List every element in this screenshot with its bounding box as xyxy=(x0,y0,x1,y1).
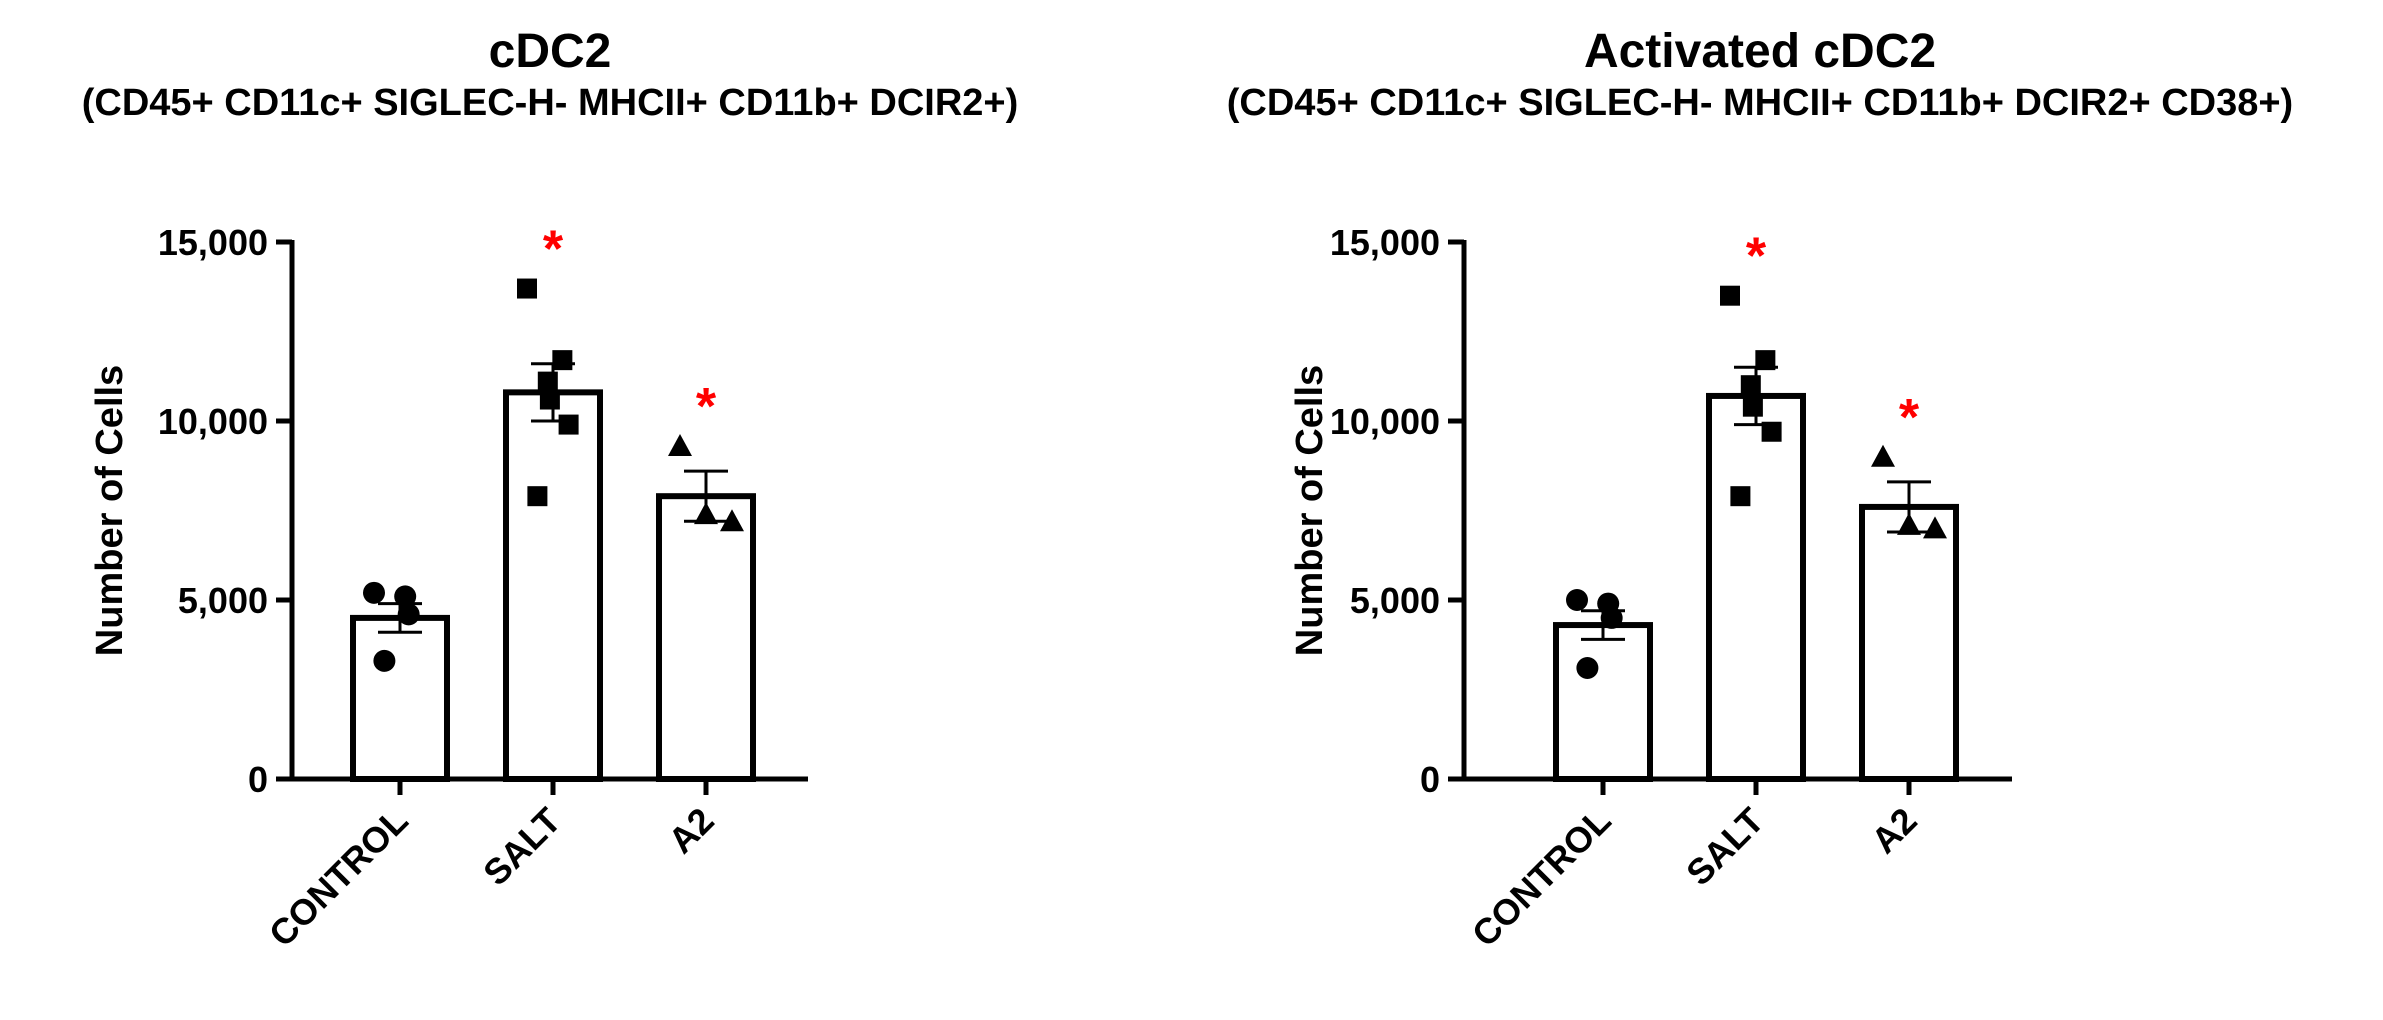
data-point-circle xyxy=(373,649,396,672)
significance-star: * xyxy=(1746,228,1767,286)
data-point-circle xyxy=(1566,589,1588,611)
data-point-circle xyxy=(363,581,385,604)
bar-chart-cdc2: 0 5,000 10,000 15,000 Number of Cells CONTROL… xyxy=(89,221,808,955)
data-point-square xyxy=(1740,375,1761,396)
x-tick-label: SALT xyxy=(475,800,569,894)
bar-control xyxy=(1553,622,1653,782)
x-tick-label: CONTROL xyxy=(1464,800,1619,955)
data-point-square xyxy=(1755,350,1776,371)
data-point-triangle xyxy=(720,509,744,532)
chart-panel-cdc2: cDC2 (CD45+ CD11c+ SIGLEC-H- MHCII+ CD11… xyxy=(0,0,1140,1020)
chart-subtitle: (CD45+ CD11c+ SIGLEC-H- MHCII+ CD11b+ DC… xyxy=(81,82,1019,124)
bar-chart-activated-cdc2: 0 5,000 10,000 15,000 Number of Cells CONTROL… xyxy=(1289,222,2012,955)
data-point-triangle xyxy=(1923,516,1947,539)
data-point-square xyxy=(1720,285,1740,306)
data-point-circle xyxy=(394,585,417,608)
data-point-square xyxy=(517,278,537,299)
significance-star: * xyxy=(696,378,717,436)
data-point-square xyxy=(539,389,560,410)
y-axis-label: Number of Cells xyxy=(89,365,131,656)
significance-star: * xyxy=(543,221,564,279)
y-tick-label: 15,000 xyxy=(1330,222,1440,263)
significance-star: * xyxy=(1899,389,1920,447)
data-point-triangle xyxy=(694,502,718,525)
chart-title: cDC2 xyxy=(488,25,612,78)
chart-panel-activated-cdc2: Activated cDC2 (CD45+ CD11c+ SIGLEC-H- M… xyxy=(1140,0,2383,1020)
data-point-square xyxy=(552,350,573,371)
data-point-triangle xyxy=(1871,444,1895,467)
data-point-triangle xyxy=(1897,512,1921,535)
y-tick-label: 0 xyxy=(1420,759,1440,800)
y-tick-label: 0 xyxy=(248,759,268,800)
data-point-square xyxy=(527,486,548,507)
x-tick-label: A2 xyxy=(1863,800,1925,862)
chart-subtitle: (CD45+ CD11c+ SIGLEC-H- MHCII+ CD11b+ DC… xyxy=(1226,82,2294,124)
y-axis-label: Number of Cells xyxy=(1289,365,1331,656)
x-tick-label: CONTROL xyxy=(261,800,416,955)
data-point-square xyxy=(1761,421,1782,442)
data-point-square xyxy=(1730,486,1751,507)
data-point-circle xyxy=(1600,606,1623,629)
bar-salt xyxy=(1706,392,1806,782)
data-point-square xyxy=(537,371,558,392)
bar-a2 xyxy=(1859,503,1959,782)
data-point-square xyxy=(1742,396,1763,417)
bar-a2 xyxy=(656,493,756,782)
data-point-circle xyxy=(397,603,420,626)
bar-salt xyxy=(503,389,603,782)
chart-title: Activated cDC2 xyxy=(1583,25,1937,78)
y-tick-label: 5,000 xyxy=(178,580,268,621)
y-tick-label: 5,000 xyxy=(1350,580,1440,621)
y-tick-label: 15,000 xyxy=(158,222,268,263)
x-tick-label: SALT xyxy=(1678,800,1772,894)
data-point-circle xyxy=(1576,657,1599,680)
y-tick-label: 10,000 xyxy=(158,401,268,442)
bar-control xyxy=(350,614,450,783)
data-point-square xyxy=(558,414,579,435)
x-tick-label: A2 xyxy=(660,800,722,862)
y-tick-label: 10,000 xyxy=(1330,401,1440,442)
data-point-triangle xyxy=(668,434,692,457)
